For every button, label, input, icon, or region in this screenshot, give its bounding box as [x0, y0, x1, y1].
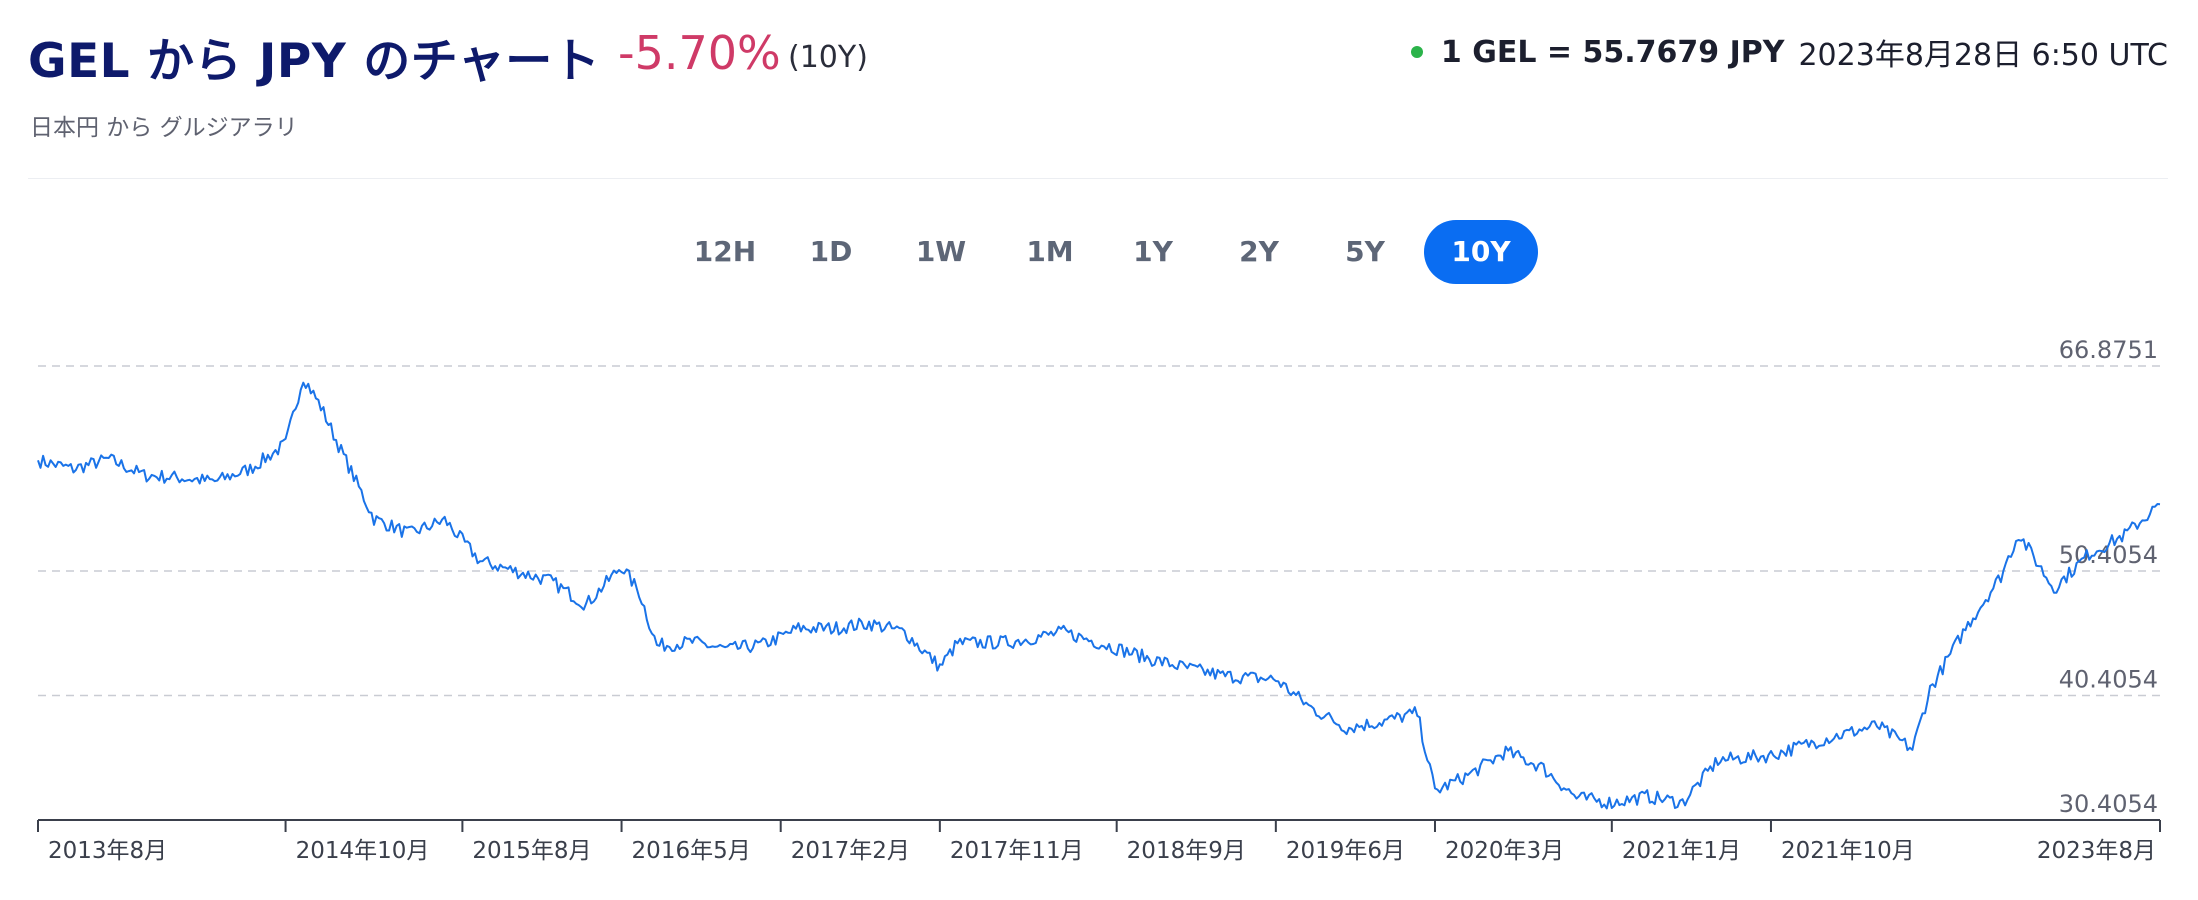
- header-divider: [28, 178, 2168, 179]
- x-tick-label: 2015年8月: [472, 838, 591, 864]
- rate-summary: 1 GEL = 55.7679 JPY 2023年8月28日 6:50 UTC: [1410, 30, 2168, 74]
- x-tick-label: 2023年8月: [2037, 838, 2156, 864]
- tab-10y[interactable]: 10Y: [1424, 220, 1538, 284]
- tab-5y[interactable]: 5Y: [1345, 235, 1385, 268]
- percent-change: -5.70%: [618, 26, 781, 80]
- period-label: (10Y): [788, 40, 868, 75]
- y-tick-label: 66.8751: [2059, 336, 2158, 364]
- tab-1m[interactable]: 1M: [1026, 235, 1074, 268]
- page-title: GEL から JPY のチャート: [28, 34, 601, 89]
- x-tick-label: 2017年11月: [950, 838, 1084, 864]
- x-tick-label: 2013年8月: [48, 838, 167, 864]
- tab-1y[interactable]: 1Y: [1133, 235, 1173, 268]
- tab-1d[interactable]: 1D: [809, 235, 853, 268]
- timeframe-tabs: 12H 1D 1W 1M 1Y 2Y 5Y 10Y: [0, 220, 2198, 284]
- tab-1w[interactable]: 1W: [915, 235, 967, 268]
- x-tick-label: 2014年10月: [296, 838, 430, 864]
- x-tick-label: 2017年2月: [791, 838, 910, 864]
- exchange-rate: 1 GEL = 55.7679 JPY: [1440, 34, 1785, 70]
- x-tick-label: 2021年10月: [1781, 838, 1915, 864]
- series-line: [37, 381, 2161, 810]
- x-tick-label: 2019年6月: [1286, 838, 1405, 864]
- tab-12h[interactable]: 12H: [693, 235, 757, 268]
- x-tick-label: 2020年3月: [1445, 838, 1564, 864]
- x-tick-label: 2016年5月: [632, 838, 751, 864]
- page-subtitle: 日本円 から グルジアラリ: [30, 115, 298, 141]
- x-tick-label: 2018年9月: [1127, 838, 1246, 864]
- x-tick-label: 2021年1月: [1622, 838, 1741, 864]
- tab-2y[interactable]: 2Y: [1239, 235, 1279, 268]
- live-indicator-icon: [1410, 46, 1423, 58]
- y-tick-label: 40.4054: [2059, 666, 2158, 694]
- y-tick-label: 30.4054: [2059, 790, 2158, 818]
- rate-timestamp: 2023年8月28日 6:50 UTC: [1798, 38, 2168, 73]
